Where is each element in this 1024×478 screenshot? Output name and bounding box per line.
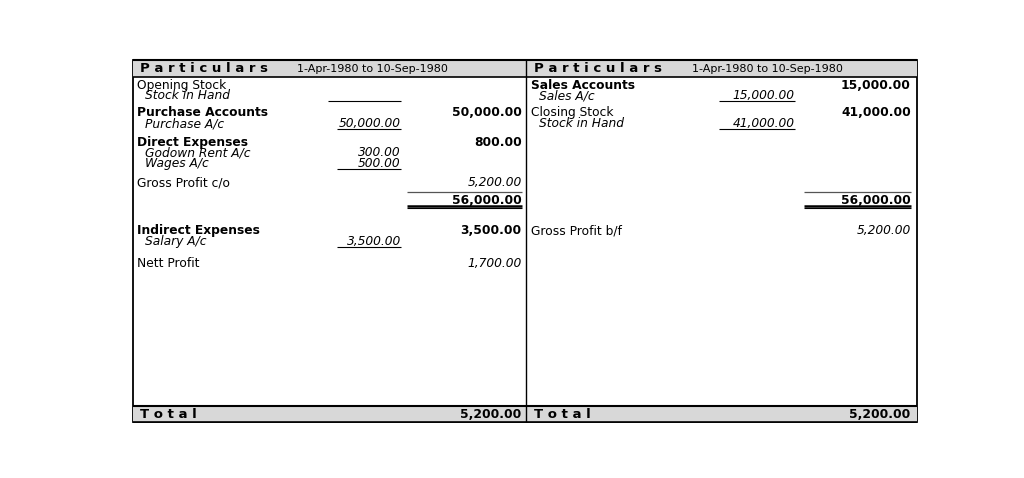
Text: 50,000.00: 50,000.00 [452,106,521,120]
Bar [133,60,525,77]
FancyBboxPatch shape [133,60,916,423]
Text: 56,000.00: 56,000.00 [841,194,910,207]
Text: 5,200.00: 5,200.00 [856,224,910,237]
Text: T o t a l: T o t a l [140,408,198,421]
Bar [525,60,916,77]
Text: Salary A/c: Salary A/c [145,235,207,248]
Text: Nett Profit: Nett Profit [137,257,200,270]
Text: 15,000.00: 15,000.00 [732,89,795,102]
Text: 5,200.00: 5,200.00 [850,408,910,421]
Text: Indirect Expenses: Indirect Expenses [137,224,260,237]
Text: Wages A/c: Wages A/c [145,157,209,170]
Text: 1-Apr-1980 to 10-Sep-1980: 1-Apr-1980 to 10-Sep-1980 [297,64,447,74]
Text: P a r t i c u l a r s: P a r t i c u l a r s [140,63,268,76]
Text: Sales A/c: Sales A/c [539,89,594,102]
Text: T o t a l: T o t a l [535,408,591,421]
Text: 300.00: 300.00 [358,146,400,159]
Text: Godown Rent A/c: Godown Rent A/c [145,146,251,159]
Text: Purchase Accounts: Purchase Accounts [137,106,268,120]
Text: 3,500.00: 3,500.00 [461,224,521,237]
Text: 800.00: 800.00 [474,136,521,149]
Text: 3,500.00: 3,500.00 [346,235,400,248]
Text: 41,000.00: 41,000.00 [732,117,795,130]
Text: 1,700.00: 1,700.00 [467,257,521,270]
Text: 15,000.00: 15,000.00 [841,78,910,92]
Bar [525,406,916,423]
Text: 5,200.00: 5,200.00 [461,408,521,421]
Text: 56,000.00: 56,000.00 [452,194,521,207]
Text: Purchase A/c: Purchase A/c [145,117,224,130]
Text: Sales Accounts: Sales Accounts [531,78,635,92]
Text: 1-Apr-1980 to 10-Sep-1980: 1-Apr-1980 to 10-Sep-1980 [692,64,843,74]
Text: Direct Expenses: Direct Expenses [137,136,248,149]
Text: Opening Stock: Opening Stock [137,78,226,92]
Text: 500.00: 500.00 [358,157,400,170]
Text: Gross Profit c/o: Gross Profit c/o [137,176,230,189]
Text: 41,000.00: 41,000.00 [841,106,910,120]
Bar [133,406,525,423]
Text: Stock in Hand: Stock in Hand [145,89,230,102]
Text: P a r t i c u l a r s: P a r t i c u l a r s [535,63,663,76]
Text: 5,200.00: 5,200.00 [467,176,521,189]
Text: Gross Profit b/f: Gross Profit b/f [531,224,622,237]
Text: 50,000.00: 50,000.00 [339,117,400,130]
Text: Stock in Hand: Stock in Hand [539,117,624,130]
Text: Closing Stock: Closing Stock [531,106,613,120]
